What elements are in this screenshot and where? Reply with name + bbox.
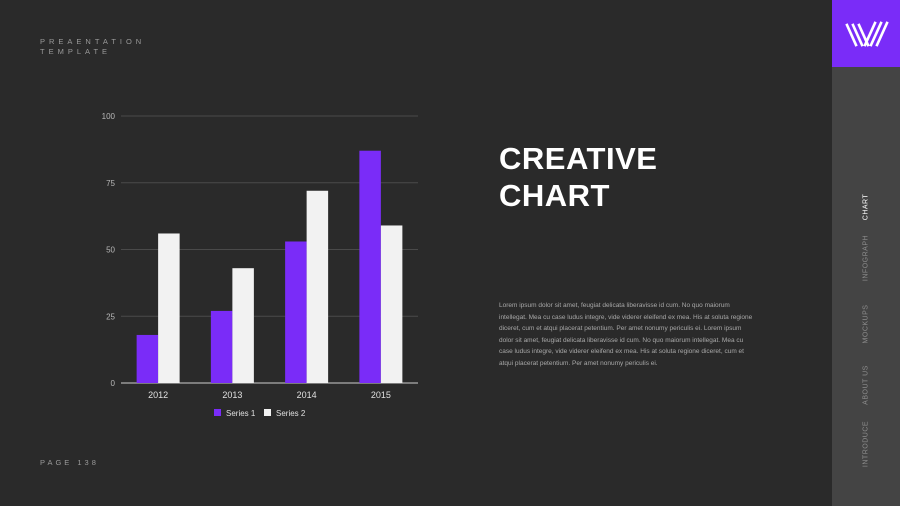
- title-line-2: CHART: [499, 178, 610, 213]
- title-line-1: CREATIVE: [499, 141, 658, 176]
- y-tick-label: 0: [111, 379, 116, 388]
- logo-icon: [845, 21, 889, 47]
- brand-line-1: PREAENTATION: [40, 37, 146, 46]
- bar-series-1-2013: [210, 310, 233, 383]
- bar-series-2-2014: [306, 190, 329, 383]
- legend-label: Series 1: [226, 409, 256, 418]
- brand-line-2: TEMPLATE: [40, 47, 112, 56]
- y-tick-label: 25: [106, 312, 115, 321]
- body-paragraph: Lorem ipsum dolor sit amet, feugiat deli…: [499, 302, 753, 367]
- y-tick-label: 50: [106, 246, 115, 255]
- nav-item-mockups[interactable]: MOCKUPS: [862, 304, 870, 344]
- brand-label: PREAENTATION TEMPLATE: [40, 37, 145, 57]
- logo[interactable]: [832, 0, 900, 67]
- x-tick-label: 2013: [222, 390, 242, 400]
- legend-label: Series 2: [276, 409, 306, 418]
- bar-series-2-2013: [232, 268, 254, 383]
- x-tick-label: 2012: [148, 390, 168, 400]
- bar-series-1-2012: [136, 334, 159, 383]
- y-tick-label: 75: [106, 179, 115, 188]
- nav-item-infograph[interactable]: INFOGRAPH: [862, 234, 870, 282]
- x-tick-label: 2014: [297, 390, 317, 400]
- bar-series-1-2014: [285, 241, 307, 383]
- nav-item-introduce[interactable]: INTRODUCE: [862, 420, 870, 468]
- bar-series-2-2015: [380, 225, 403, 383]
- legend-swatch: [214, 409, 221, 416]
- bar-series-1-2015: [359, 150, 381, 383]
- page-number: PAGE 138: [40, 458, 99, 467]
- y-tick-label: 100: [102, 112, 116, 121]
- bar-series-2-2012: [158, 233, 180, 383]
- sidebar-nav: CHART INFOGRAPH MOCKUPS ABOUT US INTRODU…: [832, 0, 900, 506]
- legend-swatch: [264, 409, 271, 416]
- nav-item-chart[interactable]: CHART: [862, 193, 870, 221]
- x-tick-label: 2015: [371, 390, 391, 400]
- chart-legend: Series 1 Series 2: [214, 409, 306, 418]
- page-title: CREATIVE CHART: [499, 140, 657, 214]
- nav-item-about-us[interactable]: ABOUT US: [862, 365, 870, 405]
